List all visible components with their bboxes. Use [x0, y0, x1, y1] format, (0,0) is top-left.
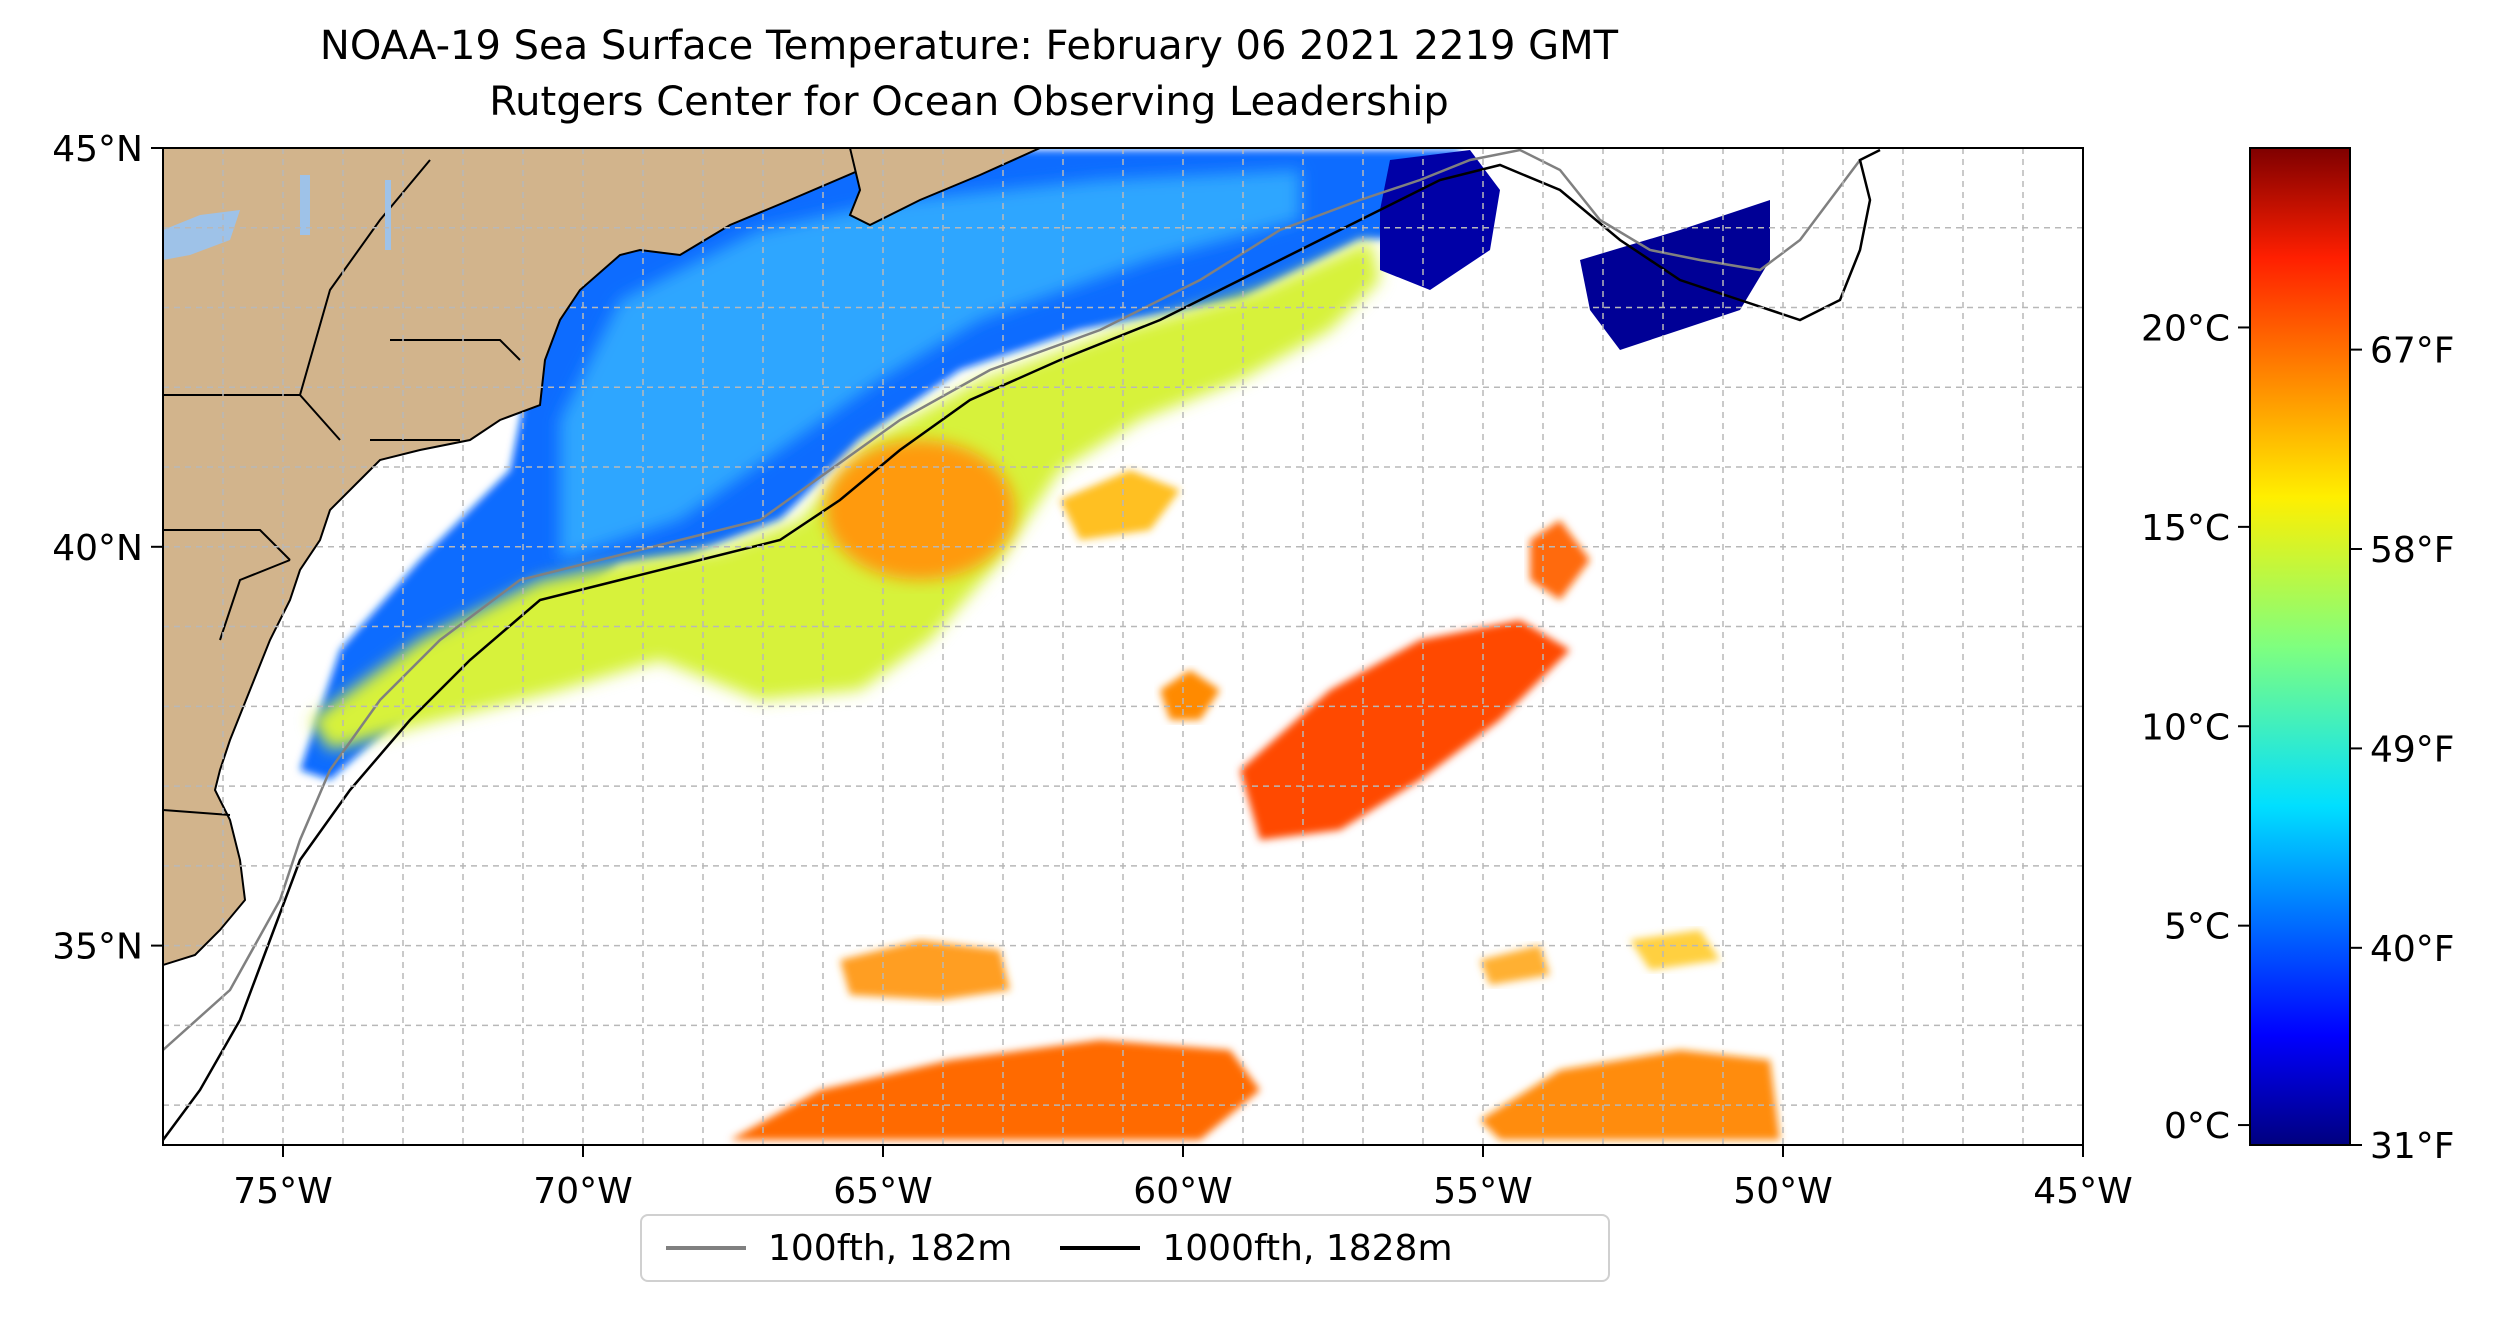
fahrenheit-tick-label: 67°F: [2370, 331, 2455, 372]
colorbar-ticks: 0°C 5°C 10°C 15°C 20°C 31°F 40°F 49°F 58°F 67°F: [2141, 308, 2454, 1167]
state-borders: [163, 159, 521, 816]
sst-patch-mid-3: [1160, 670, 1220, 720]
isobath-1000fth: [163, 148, 1881, 1141]
sst-patch-south-1: [730, 1040, 1260, 1140]
lon-tick-label: 75°W: [233, 1171, 332, 1212]
celsius-tick-label: 5°C: [2164, 907, 2230, 948]
map-axes: 75°W 70°W 65°W 60°W 55°W 50°W 45°W 45°N 40°N 35°N: [52, 129, 2132, 1212]
legend-label-100fth: 100fth, 182m: [768, 1227, 1013, 1269]
sst-patch-east-1: [1480, 945, 1550, 985]
fahrenheit-tick-label: 31°F: [2370, 1126, 2455, 1167]
gridlines: [163, 148, 2083, 1145]
lon-tick-label: 70°W: [533, 1171, 632, 1212]
celsius-tick-label: 0°C: [2164, 1106, 2230, 1147]
sst-gulfstream-patch: [1240, 620, 1570, 840]
lakes: [163, 175, 391, 260]
sst-patch-mid-2: [1530, 520, 1590, 600]
lon-tick-label: 60°W: [1133, 1171, 1232, 1212]
lat-tick-label: 40°N: [52, 528, 143, 569]
legend-line-1000fth: [1060, 1246, 1141, 1250]
sst-cold-patch-ne: [1380, 150, 1500, 290]
sst-patch-south-2: [1480, 1050, 1780, 1140]
map-frame: [162, 147, 2084, 1146]
legend-line-100fth: [666, 1246, 746, 1250]
isobath-100fth: [163, 148, 1861, 1051]
sst-patch-mid-1: [1060, 470, 1180, 540]
map-area: [163, 148, 2083, 1145]
lat-tick-label: 45°N: [52, 129, 143, 170]
sst-patch-east-2: [1630, 930, 1720, 970]
lon-tick-label: 65°W: [833, 1171, 932, 1212]
fahrenheit-tick-label: 49°F: [2370, 729, 2455, 770]
celsius-tick-label: 10°C: [2141, 707, 2230, 748]
map-title: NOAA-19 Sea Surface Temperature: Februar…: [319, 23, 1619, 69]
map-subtitle: Rutgers Center for Ocean Observing Leade…: [489, 79, 1449, 125]
land-nova-scotia: [848, 148, 1041, 227]
lat-tick-label: 35°N: [52, 927, 143, 968]
lon-tick-label: 55°W: [1433, 1171, 1532, 1212]
lon-tick-label: 45°W: [2033, 1171, 2132, 1212]
isobath-legend: 100fth, 182m 1000fth, 1828m: [640, 1214, 1610, 1282]
celsius-tick-label: 15°C: [2141, 508, 2230, 549]
land-north-america: [163, 148, 882, 967]
legend-item-1000fth: 1000fth, 1828m: [1060, 1227, 1453, 1269]
legend-item-100fth: 100fth, 182m: [666, 1228, 1012, 1269]
celsius-tick-label: 20°C: [2141, 308, 2230, 349]
sst-shelf-mid-region: [560, 170, 1300, 560]
fahrenheit-tick-label: 40°F: [2370, 929, 2455, 970]
lon-tick-label: 50°W: [1733, 1171, 1832, 1212]
sst-field: [300, 150, 1780, 1140]
sst-warm-core-ring: [825, 440, 1015, 580]
legend-label-1000fth: 1000fth, 1828m: [1162, 1227, 1453, 1269]
fahrenheit-tick-label: 58°F: [2370, 530, 2455, 571]
colorbar: [2249, 147, 2351, 1146]
